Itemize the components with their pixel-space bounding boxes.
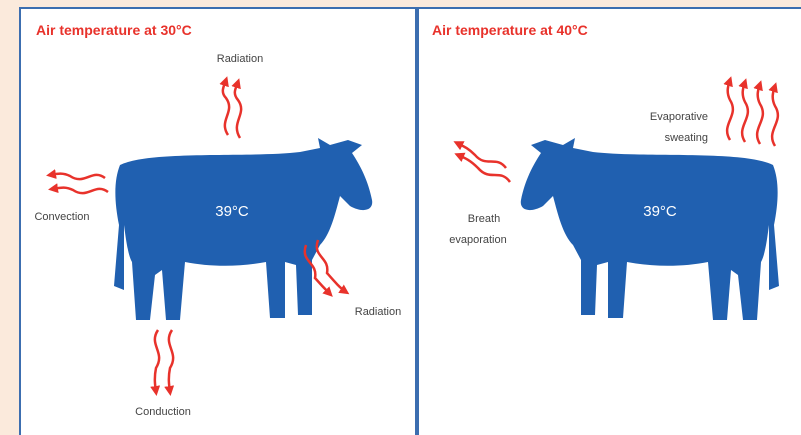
label: Conduction [135,406,191,418]
label: Evaporative [650,111,708,123]
panel-title: Air temperature at 30°C [36,22,192,38]
label: Radiation [355,306,401,318]
label: Breath [468,213,500,225]
label: Radiation [217,53,263,65]
label: evaporation [449,234,507,246]
panel-title: Air temperature at 40°C [432,22,588,38]
body-temp: 39°C [643,203,677,220]
body-temp: 39°C [215,203,249,220]
diagram: Air temperature at 30°C Air temperature … [0,0,801,435]
label: sweating [665,132,708,144]
label: Convection [34,211,89,223]
